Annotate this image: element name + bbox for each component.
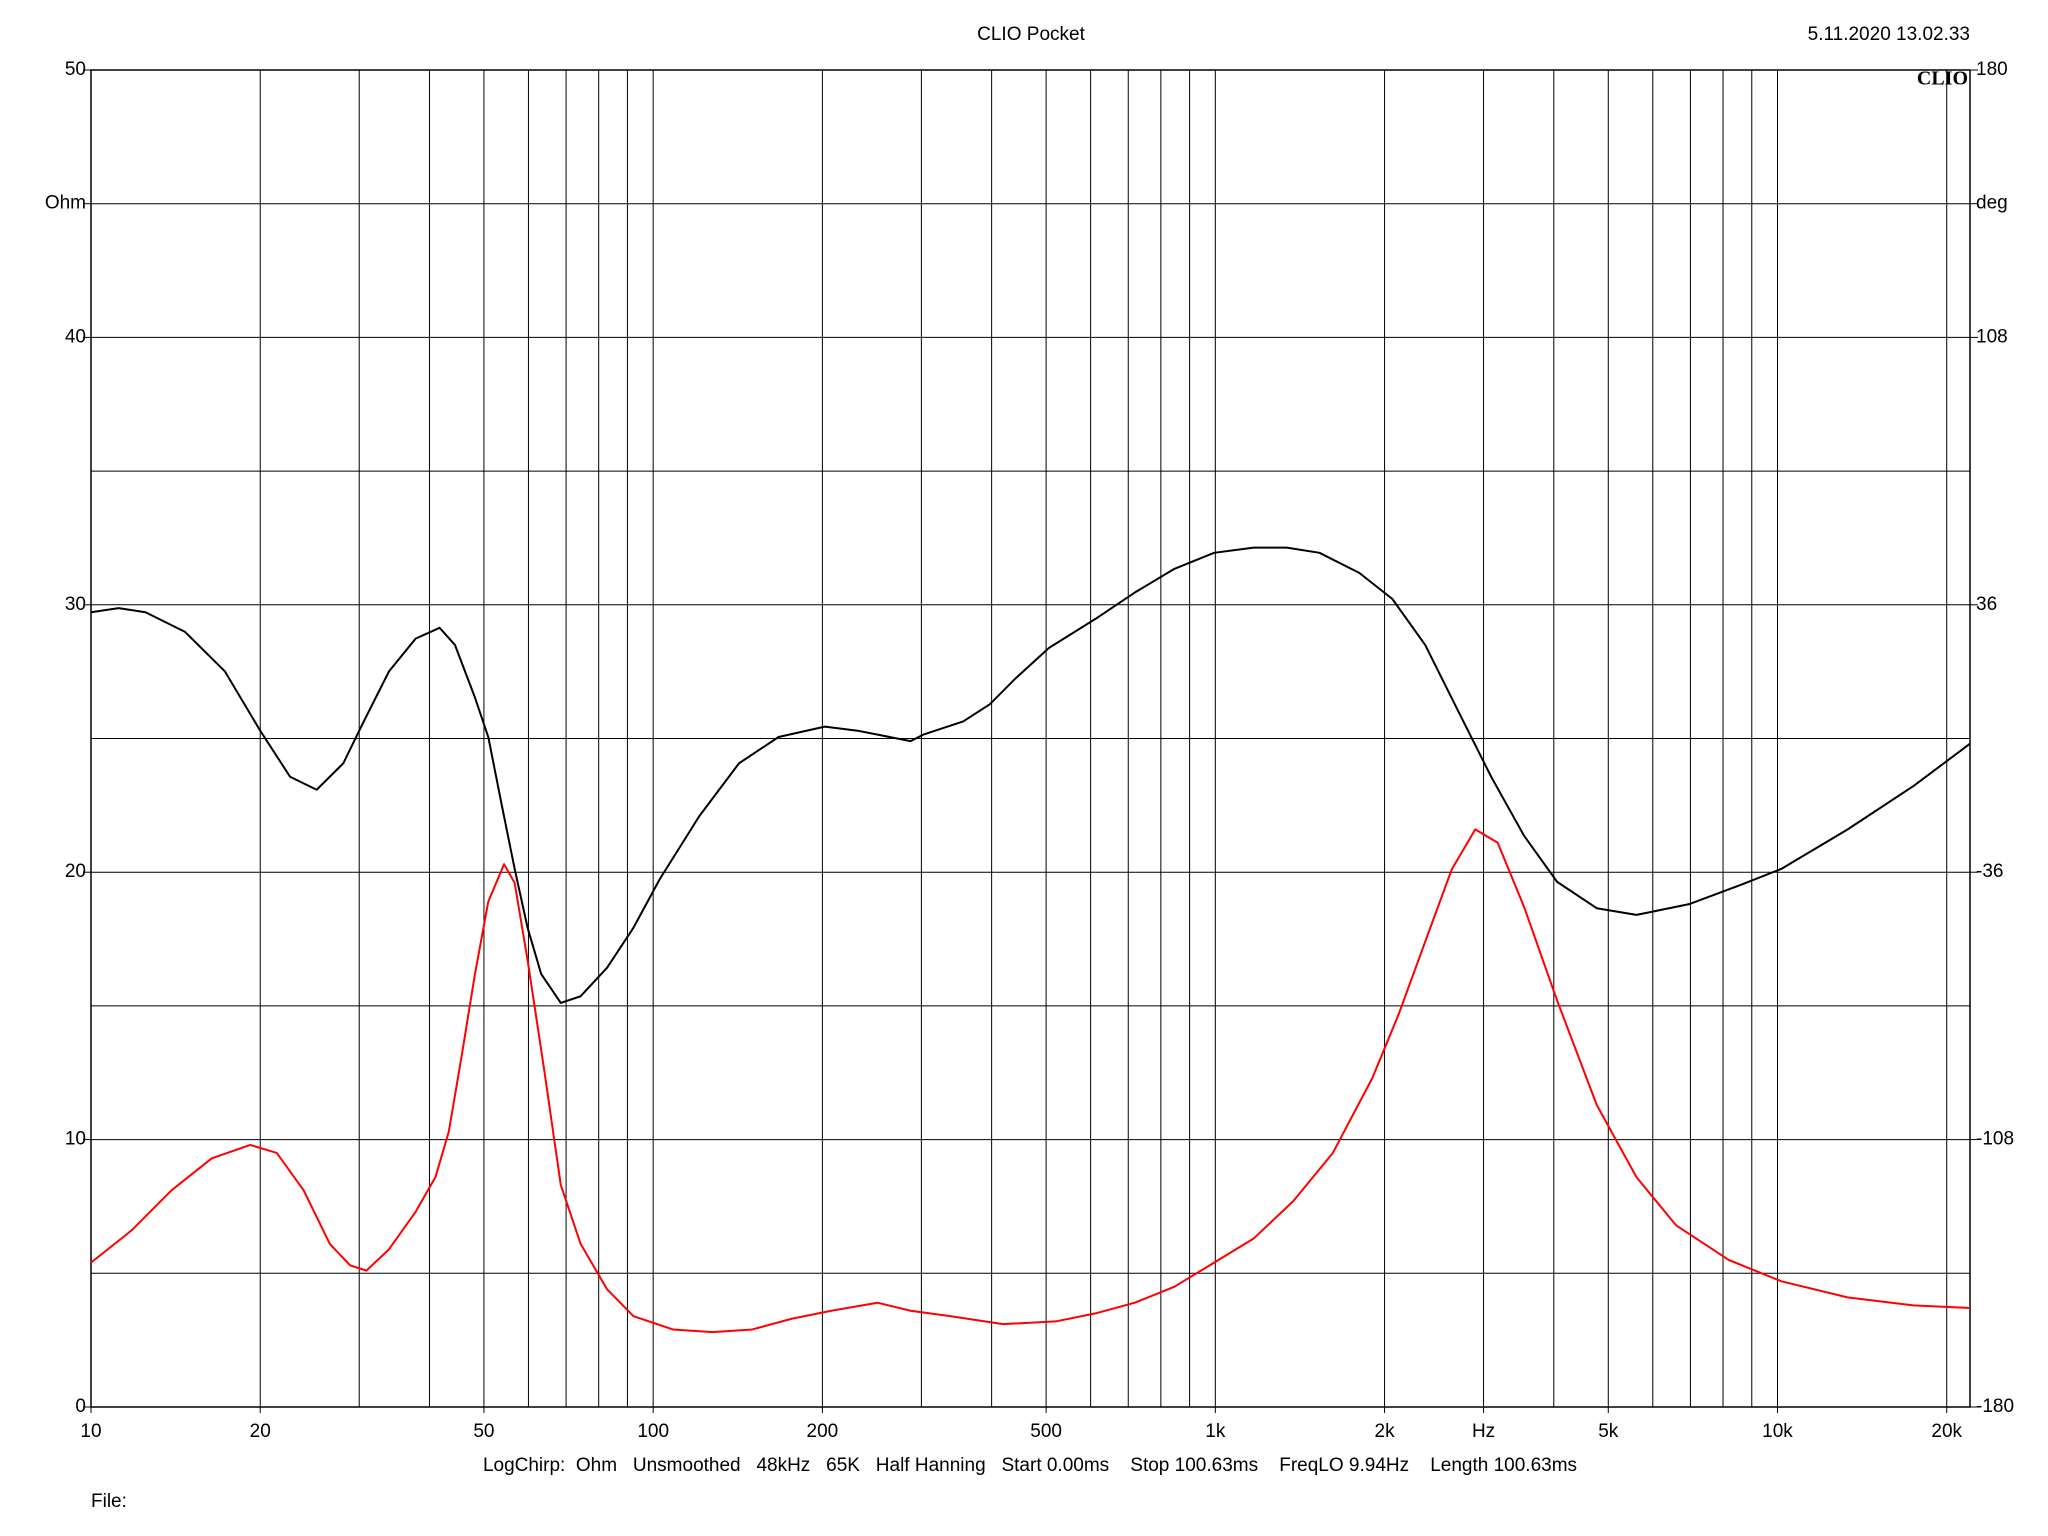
x-tick-label: 10k: [1762, 1421, 1793, 1442]
x-tick-label: 100: [637, 1421, 669, 1442]
chart-title: CLIO Pocket: [977, 24, 1085, 45]
x-tick-label: 1k: [1205, 1421, 1226, 1442]
series-line: [90, 828, 1971, 1334]
y-tick-label: 10: [65, 1129, 86, 1150]
plot-frame: [90, 69, 1971, 1408]
y2-tick-label: -108: [1976, 1129, 2014, 1150]
x-tick-label: 10: [80, 1421, 101, 1442]
series-line: [90, 546, 1971, 1004]
timestamp: 5.11.2020 13.02.33: [1808, 24, 1970, 45]
y2-tick-label: -180: [1976, 1396, 2014, 1417]
logo: CLIO: [1917, 68, 1968, 90]
x-tick-label: 200: [807, 1421, 839, 1442]
y2-tick-label: 180: [1976, 59, 2008, 80]
y-tick-label: 50: [65, 59, 86, 80]
y-tick-label: 0: [75, 1396, 86, 1417]
y-tick-label: Ohm: [45, 193, 86, 214]
x-tick-label: 2k: [1375, 1421, 1396, 1442]
y2-tick-label: deg: [1976, 193, 2008, 214]
x-tick-label: 500: [1030, 1421, 1062, 1442]
x-tick-label: 50: [473, 1421, 494, 1442]
y2-tick-label: 108: [1976, 326, 2008, 347]
x-tick-label: 20: [250, 1421, 271, 1442]
x-tick-label: 20k: [1931, 1421, 1962, 1442]
y-tick-label: 40: [65, 326, 86, 347]
file-label: File:: [91, 1491, 127, 1512]
y2-tick-label: 36: [1976, 594, 1997, 615]
y2-tick-label: -36: [1976, 861, 2003, 882]
footer: LogChirp: Ohm Unsmoothed 48kHz 65K Half …: [483, 1455, 1577, 1476]
y-tick-label: 30: [65, 594, 86, 615]
x-tick-label: 5k: [1598, 1421, 1619, 1442]
y-tick-label: 20: [65, 861, 86, 882]
x-tick-label: Hz: [1472, 1421, 1495, 1442]
